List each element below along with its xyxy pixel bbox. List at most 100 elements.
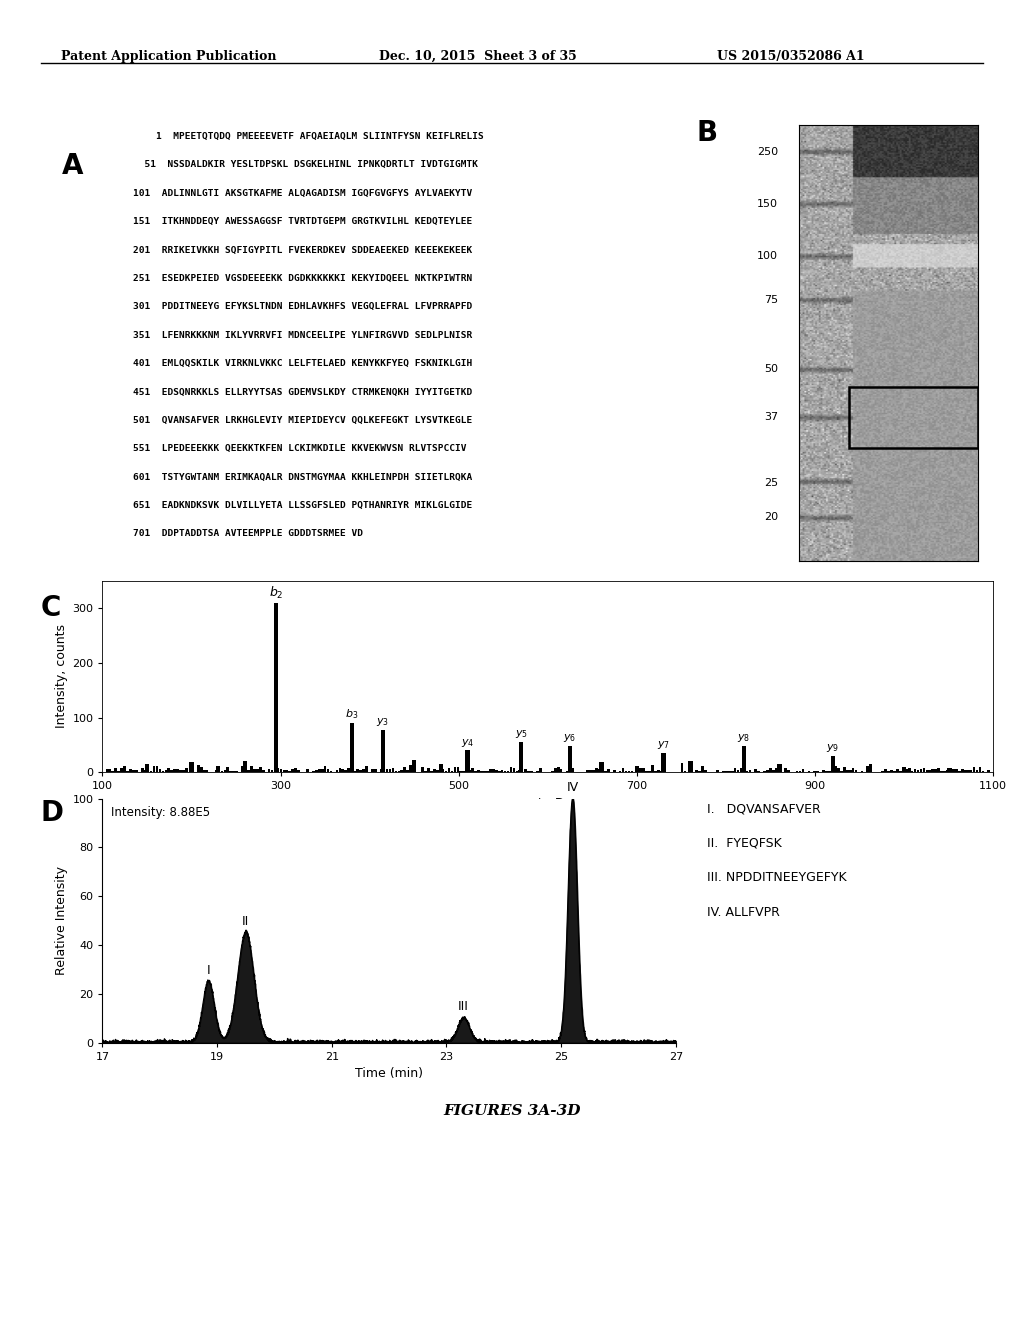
Bar [441,770,444,772]
Bar [168,768,170,772]
Bar [849,771,852,772]
Y-axis label: Intensity, counts: Intensity, counts [55,624,68,729]
Bar [403,767,407,772]
Bar [786,770,790,772]
Bar [742,770,745,772]
Bar [381,730,385,772]
Text: 101  ADLINNLGTI AKSGTKAFME ALQAGADISM IGQFGVGFYS AYLVAEKYTV: 101 ADLINNLGTI AKSGTKAFME ALQAGADISM IGQ… [133,189,472,198]
Text: 451  EDSQNRKKLS ELLRYYTSAS GDEMVSLKDY CTRMKENQKH IYYITGETKD: 451 EDSQNRKKLS ELLRYYTSAS GDEMVSLKDY CTR… [133,388,472,396]
Bar [961,770,964,772]
Bar [681,763,683,772]
Bar [905,768,907,772]
Text: 351  LFENRKKKNM IKLYVRRVFI MDNCEELIPE YLNFIRGVVD SEDLPLNISR: 351 LFENRKKKNM IKLYVRRVFI MDNCEELIPE YLN… [133,330,472,339]
Bar [132,770,135,772]
Text: 250: 250 [757,147,778,157]
Bar [739,768,742,772]
Text: FIGURES 3A-3D: FIGURES 3A-3D [443,1105,581,1118]
Bar [336,770,338,772]
Bar [412,760,417,772]
Bar [869,764,872,772]
Bar [283,770,285,772]
Bar [916,771,920,772]
Bar [955,768,957,772]
Bar [350,770,353,772]
Bar [253,768,256,772]
Bar [495,770,498,772]
Bar [507,771,509,772]
Bar [568,746,572,772]
Bar [932,768,934,772]
Bar [206,770,209,772]
Bar [902,767,906,772]
Bar [662,752,666,772]
Bar [223,770,226,772]
Bar [153,766,156,772]
Bar [391,768,394,772]
Bar [454,767,457,772]
Bar [934,770,937,772]
Bar [654,771,656,772]
Bar [896,768,899,772]
Bar [191,770,194,772]
Bar [910,771,913,772]
Bar [967,770,970,772]
Text: 551  LPEDEEEKKK QEEKKTKFEN LCKIMKDILE KKVEKWVSN RLVTSPCCIV: 551 LPEDEEEKKK QEEKKTKFEN LCKIMKDILE KKV… [133,444,467,453]
Bar [317,770,321,772]
Bar [937,768,940,772]
Bar [849,387,978,447]
Bar [427,768,430,772]
Bar [902,768,904,772]
Text: 100: 100 [757,251,778,261]
Bar [118,771,120,772]
Bar [716,770,719,772]
Bar [356,770,359,772]
Bar [203,771,206,772]
Bar [908,768,910,772]
Bar [468,770,471,772]
Text: $y_6$: $y_6$ [563,733,577,744]
Bar [294,768,297,772]
Text: D: D [41,799,63,826]
Text: B: B [696,119,718,147]
Bar [831,771,834,772]
Text: I: I [207,964,210,977]
Bar [339,768,341,772]
Text: II: II [242,915,250,928]
Y-axis label: Relative Intensity: Relative Intensity [55,866,69,975]
Bar [830,756,836,772]
Bar [890,771,893,772]
Bar [492,770,495,772]
Bar [518,770,521,772]
Text: $y_4$: $y_4$ [461,737,474,748]
Bar [571,768,574,772]
Bar [421,767,424,772]
Bar [120,768,123,772]
Bar [407,771,409,772]
Bar [466,750,470,772]
Text: $y_5$: $y_5$ [514,729,527,741]
Bar [259,767,261,772]
Bar [362,768,365,772]
Bar [185,768,187,772]
Text: 301  PDDITNEEYG EFYKSLTNDN EDHLAVKHFS VEGQLEFRAL LFVPRRAPFD: 301 PDDITNEEYG EFYKSLTNDN EDHLAVKHFS VEG… [133,302,472,312]
Bar [557,767,559,772]
Text: III. NPDDITNEEYGEFYK: III. NPDDITNEEYGEFYK [707,871,846,884]
Bar [105,770,109,772]
Bar [280,770,283,772]
Bar [952,768,954,772]
Bar [920,768,923,772]
Text: 1  MPEETQTQDQ PMEEEEVETF AFQAEIAQLM SLIINTFYSN KEIFLRELIS: 1 MPEETQTQDQ PMEEEEVETF AFQAEIAQLM SLIIN… [133,132,484,141]
Bar [885,770,887,772]
Bar [923,768,926,772]
Text: Intensity: 8.88E5: Intensity: 8.88E5 [111,807,210,818]
Bar [513,768,515,772]
Bar [216,766,220,772]
Bar [141,768,143,772]
Text: Dec. 10, 2015  Sheet 3 of 35: Dec. 10, 2015 Sheet 3 of 35 [379,50,577,63]
Bar [109,770,112,772]
Bar [247,770,250,772]
Bar [882,771,884,772]
Bar [741,746,746,772]
Bar [135,771,137,772]
Bar [433,768,435,772]
